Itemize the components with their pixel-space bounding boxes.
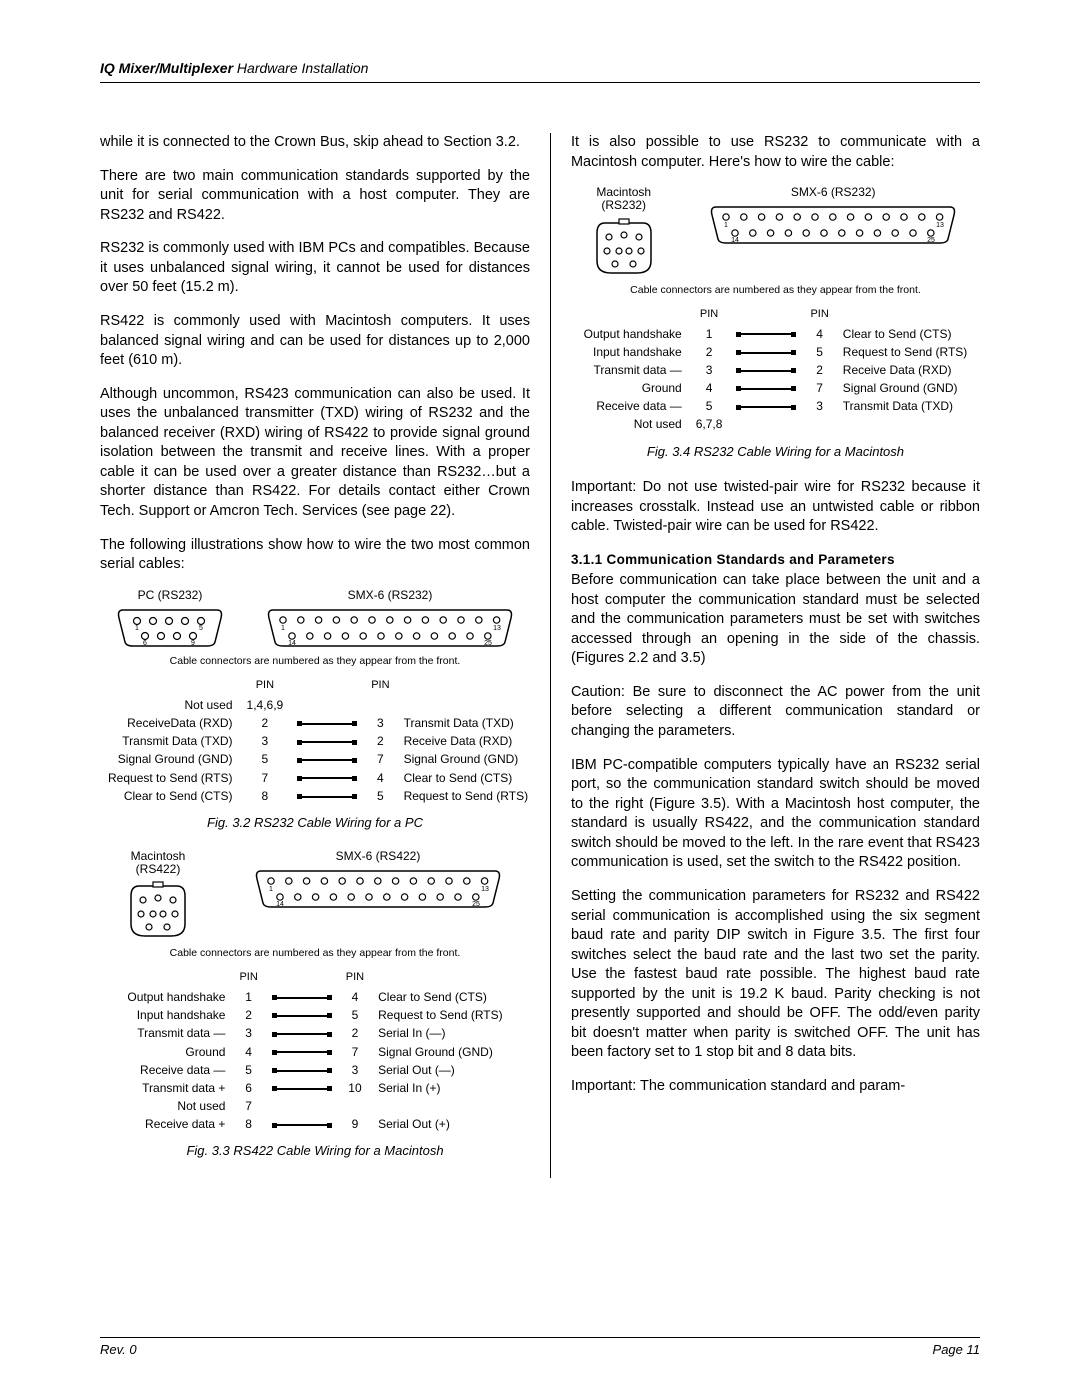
- content-columns: while it is connected to the Crown Bus, …: [100, 133, 980, 1178]
- svg-text:13: 13: [936, 222, 944, 229]
- pin-row: Input handshake25Request to Send (RTS): [578, 344, 974, 360]
- svg-text:25: 25: [484, 640, 492, 647]
- pin-row: Transmit data +610Serial In (+): [121, 1080, 508, 1096]
- din8-connector-icon: [127, 880, 189, 942]
- pin-row: Ground47Signal Ground (GND): [121, 1044, 508, 1060]
- svg-text:14: 14: [731, 237, 739, 244]
- para-l2: There are two main communication standar…: [100, 167, 530, 226]
- page-header: IQ Mixer/Multiplexer Hardware Installati…: [100, 60, 980, 83]
- svg-text:25: 25: [472, 901, 480, 908]
- fig33-label-right: SMX-6 (RS422): [253, 850, 503, 863]
- para-r3: Before communication can take place betw…: [571, 571, 980, 669]
- header-title-bold: IQ Mixer/Multiplexer: [100, 60, 233, 76]
- pin-row: ReceiveData (RXD)23Transmit Data (TXD): [102, 715, 534, 731]
- figure-3-4: Macintosh(RS232) SMX-6 (RS232): [571, 186, 980, 460]
- fig34-pin-table: PINPIN Output handshake14Clear to Send (…: [576, 305, 976, 435]
- fig33-note: Cable connectors are numbered as they ap…: [100, 946, 530, 960]
- fig34-caption: Fig. 3.4 RS232 Cable Wiring for a Macint…: [571, 443, 980, 461]
- fig32-note: Cable connectors are numbered as they ap…: [100, 654, 530, 668]
- pin-row: Transmit data —32Serial In (—): [121, 1025, 508, 1041]
- figure-3-3: Macintosh(RS422) SMX-6 (RS422): [100, 850, 530, 1160]
- para-r2: Important: Do not use twisted-pair wire …: [571, 478, 980, 537]
- section-3-1-1-heading: 3.1.1 Communication Standards and Parame…: [571, 551, 980, 569]
- para-l6: The following illustrations show how to …: [100, 536, 530, 575]
- fig33-pin-table: PINPIN Output handshake14Clear to Send (…: [119, 968, 510, 1134]
- pin-row: Transmit data —32Receive Data (RXD): [578, 362, 974, 378]
- para-r5: IBM PC-compatible computers typically ha…: [571, 756, 980, 873]
- svg-text:5: 5: [199, 625, 203, 632]
- para-r6: Setting the communication parameters for…: [571, 887, 980, 1063]
- fig33-caption: Fig. 3.3 RS422 Cable Wiring for a Macint…: [100, 1142, 530, 1160]
- svg-text:9: 9: [191, 640, 195, 647]
- pin-row: Receive data +89Serial Out (+): [121, 1116, 508, 1132]
- right-column: It is also possible to use RS232 to comm…: [571, 133, 980, 1178]
- pin-row: Request to Send (RTS)74Clear to Send (CT…: [102, 770, 534, 786]
- fig34-label-right: SMX-6 (RS232): [708, 186, 958, 199]
- fig32-label-left: PC (RS232): [115, 589, 225, 602]
- pin-row: Output handshake14Clear to Send (CTS): [578, 326, 974, 342]
- pin-row: Transmit Data (TXD)32Receive Data (RXD): [102, 733, 534, 749]
- svg-text:1: 1: [281, 625, 285, 632]
- db25-connector-icon: 1 13 14 25: [708, 203, 958, 247]
- para-r4: Caution: Be sure to disconnect the AC po…: [571, 683, 980, 742]
- para-l3: RS232 is commonly used with IBM PCs and …: [100, 239, 530, 298]
- fig34-note: Cable connectors are numbered as they ap…: [571, 283, 980, 297]
- para-r1: It is also possible to use RS232 to comm…: [571, 133, 980, 172]
- svg-text:25: 25: [927, 237, 935, 244]
- pin-row: Ground47Signal Ground (GND): [578, 380, 974, 396]
- svg-text:1: 1: [724, 222, 728, 229]
- fig32-label-right: SMX-6 (RS232): [265, 589, 515, 602]
- svg-text:14: 14: [276, 901, 284, 908]
- svg-text:14: 14: [288, 640, 296, 647]
- svg-text:1: 1: [269, 886, 273, 893]
- svg-text:13: 13: [493, 625, 501, 632]
- fig32-caption: Fig. 3.2 RS232 Cable Wiring for a PC: [100, 814, 530, 832]
- svg-text:1: 1: [135, 625, 139, 632]
- svg-text:13: 13: [481, 886, 489, 893]
- pin-row: Not used1,4,6,9: [102, 697, 534, 713]
- pin-row: Not used7: [121, 1098, 508, 1114]
- footer-page: Page 11: [933, 1342, 980, 1357]
- para-l4: RS422 is commonly used with Macintosh co…: [100, 312, 530, 371]
- pin-row: Not used6,7,8: [578, 416, 974, 432]
- fig32-pin-table: PINPIN Not used1,4,6,9ReceiveData (RXD)2…: [100, 676, 536, 806]
- pin-row: Receive data —53Transmit Data (TXD): [578, 398, 974, 414]
- din8-connector-icon: [593, 217, 655, 279]
- column-divider: [550, 133, 551, 1178]
- pin-row: Input handshake25Request to Send (RTS): [121, 1007, 508, 1023]
- pin-row: Receive data —53Serial Out (—): [121, 1062, 508, 1078]
- db25-connector-icon: 1 13 14 25: [265, 606, 515, 650]
- pin-row: Clear to Send (CTS)85Request to Send (RT…: [102, 788, 534, 804]
- figure-3-2: PC (RS232) 1 5 6 9 SMX-6 (RS232): [100, 589, 530, 832]
- fig33-label-left: Macintosh(RS422): [127, 850, 189, 876]
- svg-text:6: 6: [143, 640, 147, 647]
- pin-row: Output handshake14Clear to Send (CTS): [121, 989, 508, 1005]
- db25-connector-icon: 1 13 14 25: [253, 867, 503, 911]
- pin-row: Signal Ground (GND)57Signal Ground (GND): [102, 751, 534, 767]
- db9-connector-icon: 1 5 6 9: [115, 606, 225, 650]
- para-l5: Although uncommon, RS423 communication c…: [100, 385, 530, 522]
- fig34-label-left: Macintosh(RS232): [593, 186, 655, 212]
- left-column: while it is connected to the Crown Bus, …: [100, 133, 530, 1178]
- header-title-light: Hardware Installation: [233, 60, 368, 76]
- para-r7: Important: The communication standard an…: [571, 1077, 980, 1097]
- page-footer: Rev. 0 Page 11: [100, 1337, 980, 1357]
- para-l1: while it is connected to the Crown Bus, …: [100, 133, 530, 153]
- footer-rev: Rev. 0: [100, 1342, 137, 1357]
